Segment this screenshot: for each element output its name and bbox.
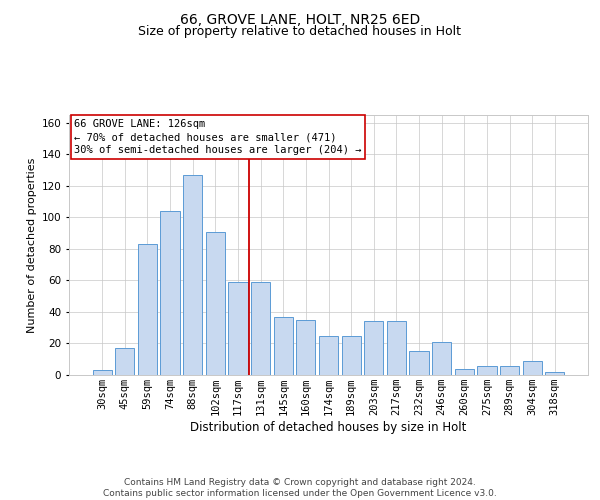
Bar	[229, 282, 248, 375]
Bar	[477, 366, 497, 375]
Bar	[387, 322, 406, 375]
Bar	[183, 175, 202, 375]
Text: 66, GROVE LANE, HOLT, NR25 6ED: 66, GROVE LANE, HOLT, NR25 6ED	[180, 12, 420, 26]
Bar	[296, 320, 316, 375]
Bar	[251, 282, 270, 375]
Bar	[455, 368, 474, 375]
Bar	[138, 244, 157, 375]
Bar	[274, 316, 293, 375]
Text: Size of property relative to detached houses in Holt: Size of property relative to detached ho…	[139, 25, 461, 38]
Bar	[206, 232, 225, 375]
X-axis label: Distribution of detached houses by size in Holt: Distribution of detached houses by size …	[190, 421, 467, 434]
Bar	[500, 366, 519, 375]
Bar	[341, 336, 361, 375]
Bar	[319, 336, 338, 375]
Bar	[409, 352, 428, 375]
Bar	[364, 322, 383, 375]
Text: Contains HM Land Registry data © Crown copyright and database right 2024.
Contai: Contains HM Land Registry data © Crown c…	[103, 478, 497, 498]
Text: 66 GROVE LANE: 126sqm
← 70% of detached houses are smaller (471)
30% of semi-det: 66 GROVE LANE: 126sqm ← 70% of detached …	[74, 119, 362, 156]
Bar	[160, 211, 180, 375]
Bar	[92, 370, 112, 375]
Bar	[523, 361, 542, 375]
Bar	[432, 342, 451, 375]
Bar	[545, 372, 565, 375]
Bar	[115, 348, 134, 375]
Y-axis label: Number of detached properties: Number of detached properties	[28, 158, 37, 332]
